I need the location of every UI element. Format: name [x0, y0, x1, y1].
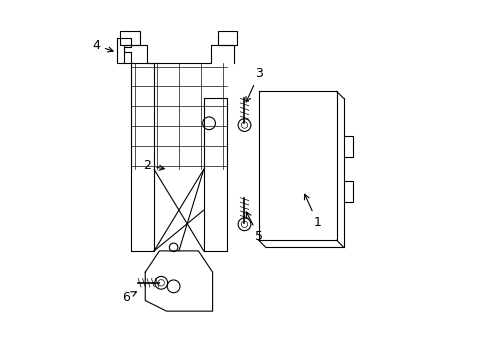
Text: 1: 1	[304, 194, 321, 229]
Bar	[120, 31, 140, 45]
Text: 6: 6	[122, 291, 136, 303]
Text: 3: 3	[245, 67, 263, 102]
Text: 4: 4	[92, 39, 113, 52]
Text: 2: 2	[143, 159, 164, 172]
Bar	[218, 31, 237, 45]
Text: 5: 5	[246, 212, 263, 243]
